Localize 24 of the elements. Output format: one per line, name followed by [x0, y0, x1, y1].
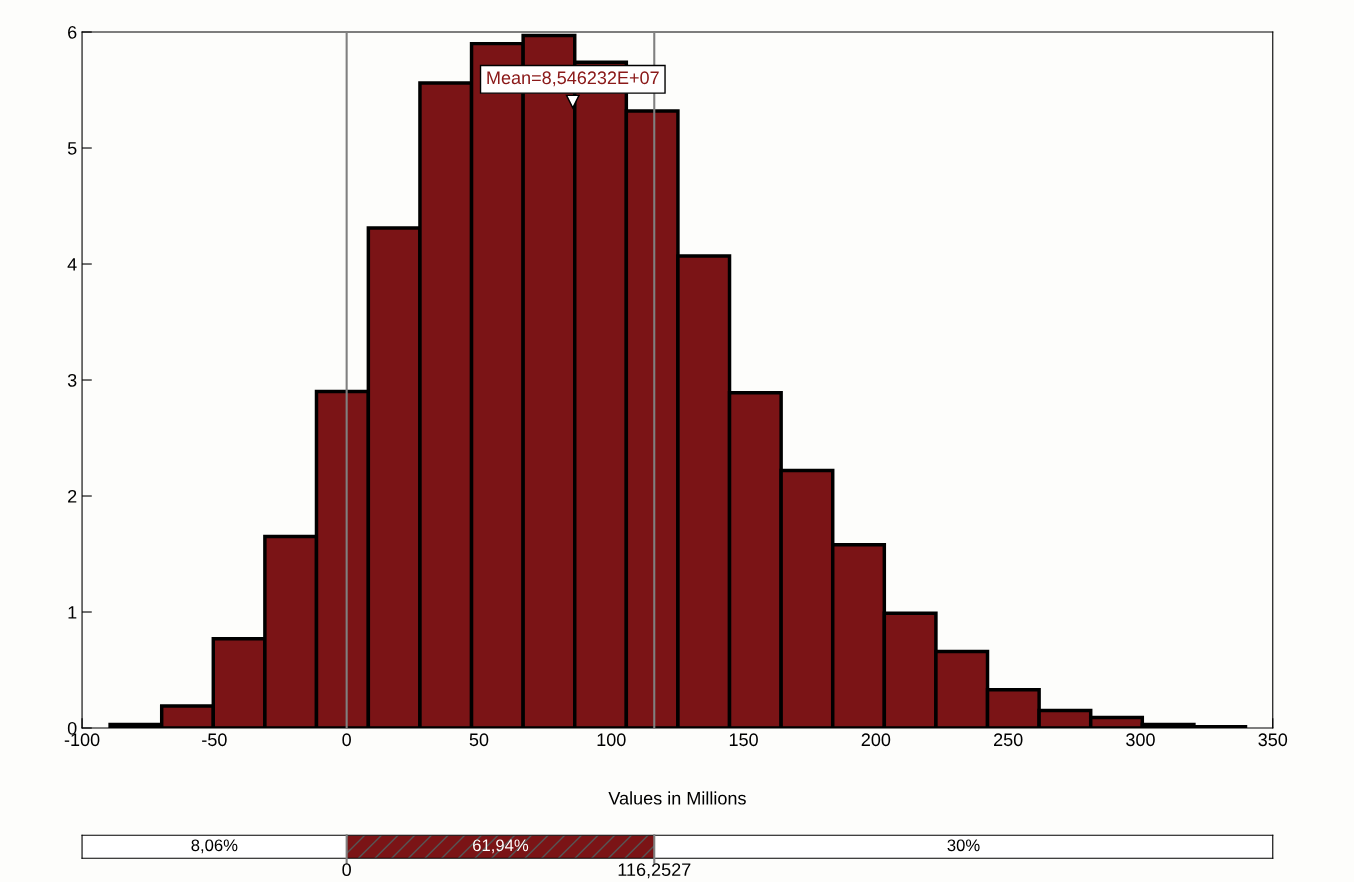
x-tick-label: 300 — [1126, 733, 1155, 747]
y-tick-label: 5 — [67, 142, 77, 155]
y-tick-label: 4 — [67, 258, 77, 271]
text: 116,2527 — [618, 863, 691, 879]
x-tick-label: 0 — [342, 733, 351, 747]
text: 0 — [342, 863, 351, 877]
y-tick-label: 1 — [68, 606, 77, 619]
x-tick-label: 250 — [994, 733, 1023, 747]
text: 61,94% — [473, 839, 529, 854]
text: 8,06% — [191, 839, 238, 854]
x-tick-label: 200 — [861, 733, 891, 747]
x-tick-label: -100 — [64, 733, 100, 747]
x-tick-label: -50 — [202, 733, 227, 747]
x-axis-title: Values in Millions — [608, 791, 746, 805]
x-tick-label: 100 — [597, 733, 626, 747]
x-tick-label: 350 — [1258, 733, 1288, 747]
text: 30% — [947, 839, 980, 852]
x-tick-label: 50 — [469, 733, 489, 747]
x-tick-label: 150 — [729, 733, 758, 747]
y-tick-label: 3 — [67, 373, 77, 387]
y-tick-label: 2 — [68, 489, 77, 503]
y-tick-label: 6 — [68, 25, 77, 39]
y-tick-label: 0 — [67, 721, 77, 735]
annotation: Mean=8,546232E+07 — [487, 71, 659, 87]
